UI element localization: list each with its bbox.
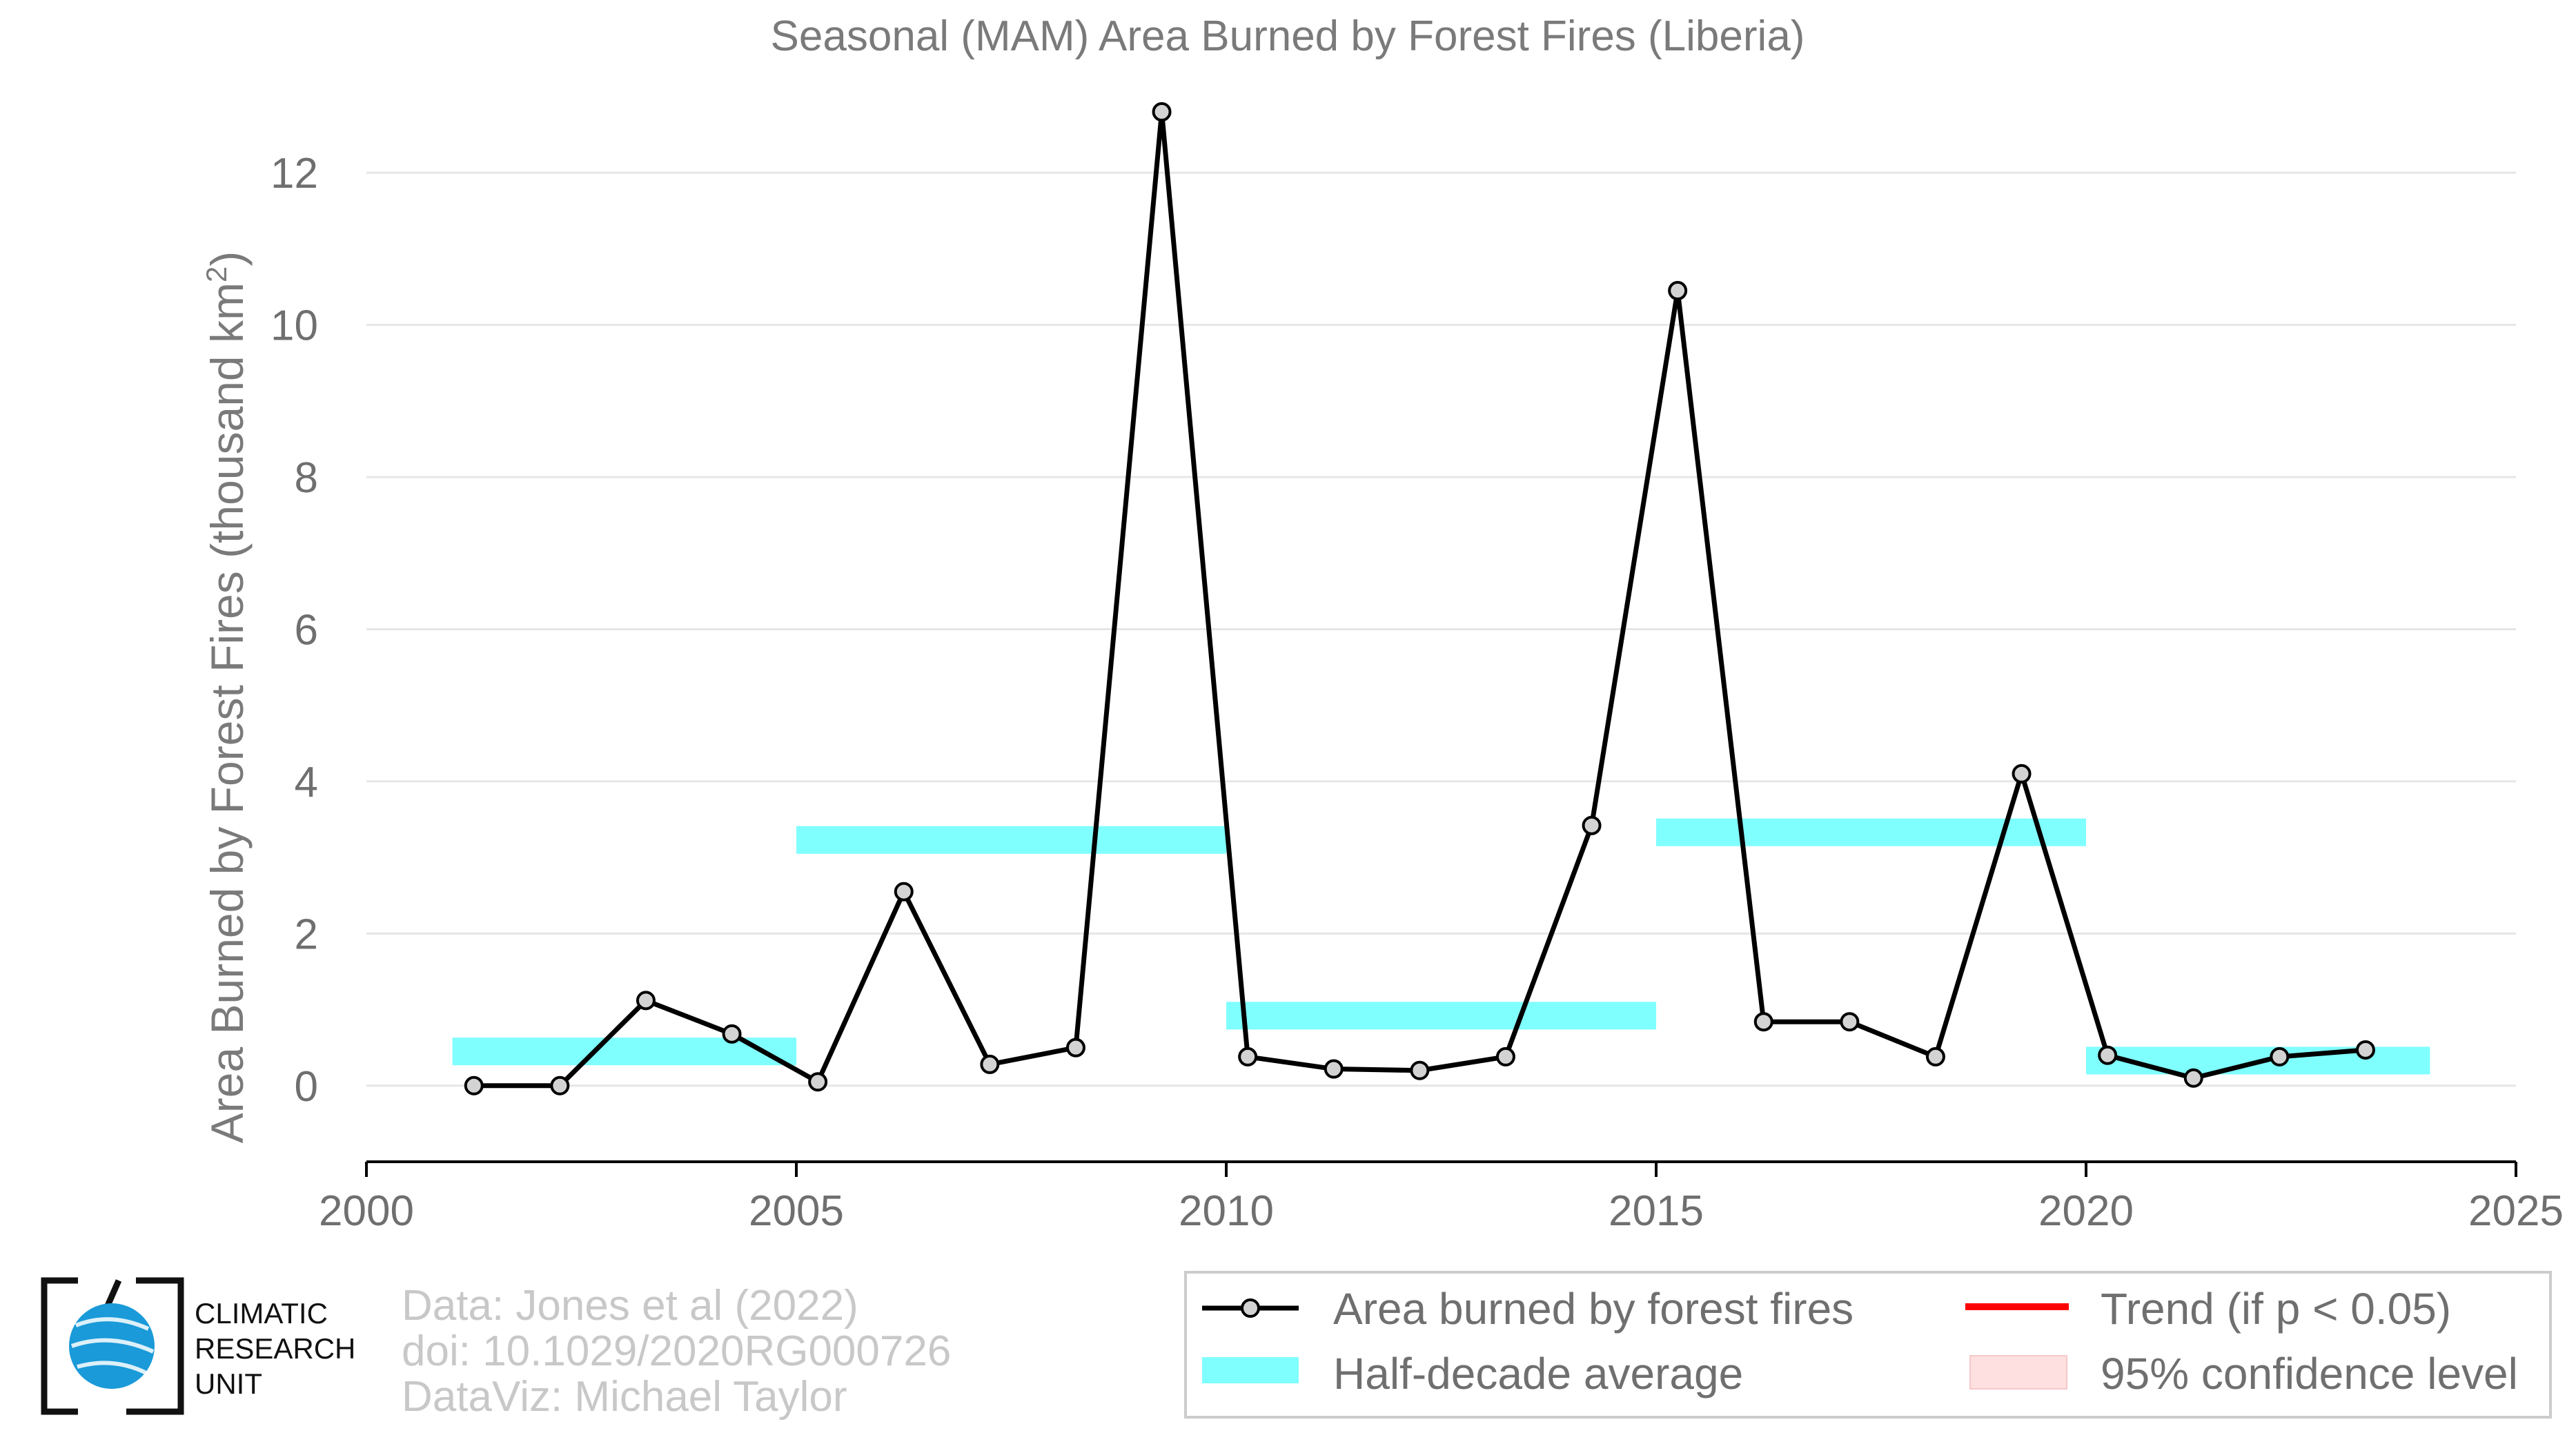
- data-point: [1065, 1038, 1085, 1058]
- half-decade-bar: [1226, 1002, 1656, 1030]
- series-line: [473, 109, 2366, 1089]
- data-point: [1410, 1060, 1430, 1080]
- y-tick-label: 4: [295, 759, 318, 806]
- data-point: [980, 1054, 1000, 1074]
- data-point: [894, 882, 914, 902]
- credit-dataviz: DataViz: Michael Taylor: [402, 1373, 847, 1421]
- half-decade-bands: [452, 818, 2430, 1075]
- x-tick-label: 2015: [1609, 1187, 1704, 1235]
- y-tick-label: 0: [295, 1063, 318, 1111]
- data-point: [2183, 1068, 2203, 1088]
- y-tick-label: 2: [295, 910, 318, 958]
- data-point: [464, 1075, 484, 1095]
- legend-label-confidence: 95% confidence level: [2101, 1349, 2518, 1399]
- legend: Area burned by forest fires Half-decade …: [1184, 1271, 2552, 1419]
- data-point: [1324, 1059, 1344, 1079]
- y-tick-label: 12: [271, 150, 318, 197]
- logo-line-1: CLIMATIC: [195, 1297, 328, 1330]
- x-tick-label: 2010: [1179, 1187, 1274, 1235]
- legend-marker-icon: [1241, 1298, 1260, 1318]
- x-axis-ticks: 2000 2005 2010 2015 2020 2025: [319, 1162, 2564, 1235]
- series-area-burned: [464, 102, 2375, 1095]
- half-decade-bar: [1656, 818, 2086, 846]
- x-tick-label: 2005: [749, 1187, 844, 1235]
- legend-label-series: Area burned by forest fires: [1333, 1284, 1854, 1334]
- y-axis-label: Area Burned by Forest Fires (thousand km…: [200, 251, 253, 1144]
- y-tick-label: 10: [271, 302, 318, 350]
- legend-frame: [1184, 1271, 2552, 1419]
- x-tick-label: 2025: [2468, 1187, 2564, 1235]
- data-point: [1238, 1046, 1258, 1067]
- y-tick-label: 8: [295, 454, 318, 502]
- y-axis-label-close: ): [201, 251, 253, 266]
- globe-swirl: [70, 1317, 155, 1376]
- legend-band-icon: [1202, 1357, 1299, 1383]
- y-axis-label-superscript: 2: [200, 266, 233, 282]
- data-point: [1840, 1012, 1860, 1032]
- data-point: [1668, 281, 1688, 301]
- y-axis-label-main: Area Burned by Forest Fires (thousand km: [201, 282, 253, 1143]
- logo-line-3: UNIT: [195, 1367, 262, 1400]
- data-point: [1152, 102, 1172, 122]
- data-point: [2012, 763, 2032, 783]
- data-point: [808, 1072, 828, 1092]
- data-point: [636, 991, 656, 1011]
- y-tick-label: 6: [295, 607, 318, 654]
- legend-label-trend: Trend (if p < 0.05): [2101, 1284, 2451, 1334]
- grid-lines: [366, 171, 2516, 1087]
- x-tick-label: 2020: [2038, 1187, 2134, 1235]
- chart-title: Seasonal (MAM) Area Burned by Forest Fir…: [771, 12, 1805, 60]
- data-point: [1495, 1046, 1515, 1067]
- data-point: [1925, 1046, 1945, 1067]
- data-point: [1753, 1012, 1773, 1032]
- logo-line-2: RESEARCH: [195, 1332, 355, 1365]
- data-point: [550, 1075, 570, 1095]
- credit-doi: doi: 10.1029/2020RG000726: [402, 1327, 951, 1375]
- data-point: [1582, 815, 1602, 835]
- half-decade-bar: [796, 826, 1226, 854]
- legend-label-half-decade: Half-decade average: [1333, 1349, 1743, 1399]
- credits: Data: Jones et al (2022) doi: 10.1029/20…: [402, 1282, 951, 1421]
- credit-data: Data: Jones et al (2022): [402, 1282, 858, 1330]
- data-point: [2270, 1046, 2290, 1067]
- legend-confidence-icon: [1969, 1355, 2067, 1390]
- x-tick-label: 2000: [319, 1187, 414, 1235]
- data-point: [722, 1024, 742, 1044]
- data-point: [2355, 1040, 2375, 1060]
- cru-logo: CLIMATIC RESEARCH UNIT: [41, 1277, 355, 1415]
- half-decade-bar: [452, 1038, 796, 1066]
- data-point: [2098, 1045, 2118, 1065]
- y-axis-ticks: 0 2 4 6 8 10 12: [271, 150, 318, 1111]
